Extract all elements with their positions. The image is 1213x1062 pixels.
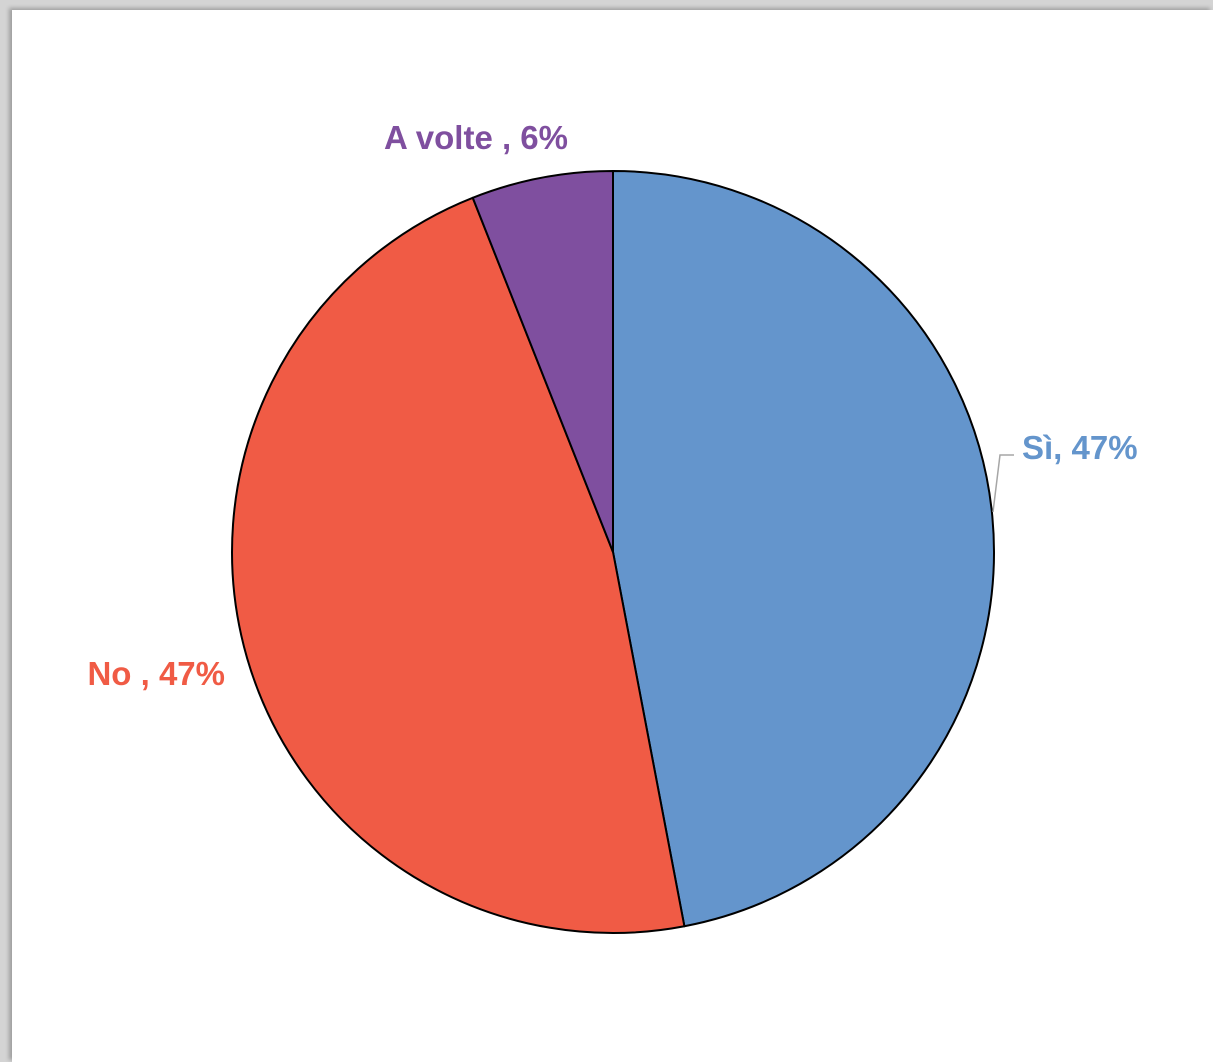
pie-slice-a-volte — [471, 170, 614, 553]
leader-line-si — [992, 454, 1014, 513]
pie-label-no: No , 47% — [87, 655, 225, 692]
pie-labels: Sì, 47% No , 47% A volte , 6% — [87, 119, 1137, 692]
pie-slices — [231, 170, 995, 934]
pie-label-a-volte: A volte , 6% — [384, 119, 568, 156]
pie-slice-s — [612, 170, 995, 928]
pie-label-s: Sì, 47% — [1022, 429, 1138, 466]
pie-slice-no — [231, 196, 686, 934]
